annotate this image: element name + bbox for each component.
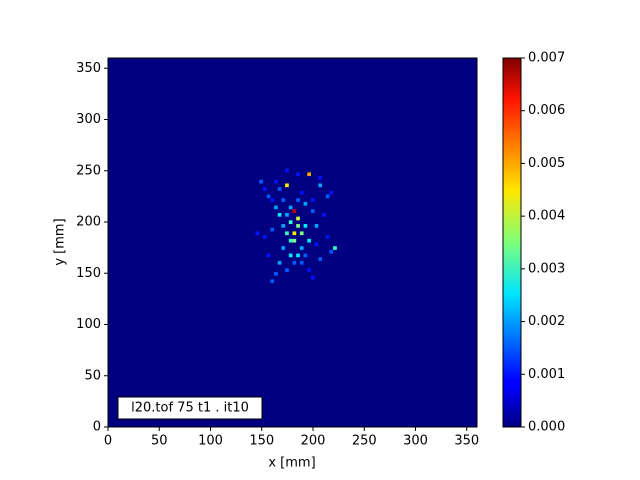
heatmap-cell: [318, 257, 323, 261]
heatmap-cell: [292, 238, 297, 243]
x-tick-label: 200: [301, 434, 326, 449]
heatmap-cell: [310, 209, 315, 213]
x-tick-label: 50: [151, 434, 168, 449]
heatmap-cell: [318, 176, 323, 180]
heatmap-cell: [325, 194, 330, 199]
heatmap-cell: [274, 179, 278, 184]
x-tick-label: 150: [249, 434, 274, 449]
colorbar: [502, 57, 522, 428]
axes-frame: [107, 57, 478, 428]
heatmap-cell: [288, 205, 293, 210]
y-tick-label: 200: [76, 215, 101, 230]
heatmap-cell: [333, 246, 337, 250]
heatmap-cell: [277, 212, 282, 217]
heatmap-cell: [292, 231, 297, 236]
heatmap-cell: [296, 216, 300, 221]
colorbar-tick-label: 0.007: [528, 51, 565, 66]
heatmap-cell: [310, 275, 315, 280]
x-tick-label: 100: [198, 434, 223, 449]
heatmap-cell: [314, 242, 319, 247]
heatmap-cell: [281, 198, 286, 202]
y-axis-label: y [mm]: [53, 218, 68, 265]
colorbar-tick-label: 0.004: [528, 209, 565, 224]
heatmap-cell: [270, 279, 275, 284]
heatmap-cell: [274, 272, 278, 276]
y-tick-label: 300: [76, 112, 101, 127]
colorbar-tick-label: 0.003: [528, 261, 565, 276]
heatmap-cell: [318, 183, 323, 188]
colorbar-tick-label: 0.006: [528, 103, 565, 118]
x-tick-label: 300: [403, 434, 428, 449]
heatmap-cell: [296, 198, 300, 202]
colorbar-tick-label: 0.005: [528, 156, 565, 171]
heatmap-cell: [325, 235, 330, 239]
heatmap-cell: [288, 238, 293, 243]
heatmap-cell: [296, 172, 300, 177]
heatmap-cell: [288, 253, 293, 258]
heatmap-cell: [262, 187, 267, 191]
heatmap-cell: [314, 224, 319, 228]
heatmap-cell: [307, 268, 311, 273]
heatmap-cell: [292, 260, 297, 265]
annotation: l20.tof 75 t1 . it10: [131, 401, 249, 416]
heatmap-cell: [307, 172, 311, 177]
heatmap-cell: [307, 238, 311, 243]
x-axis-label: x [mm]: [268, 456, 315, 471]
x-tick-label: 250: [352, 434, 377, 449]
heatmap-cell: [255, 231, 260, 236]
y-tick-label: 50: [84, 368, 101, 383]
heatmap-cell: [277, 187, 282, 191]
heatmap-cell: [329, 249, 334, 254]
annotation-box: [117, 396, 263, 420]
x-tick-label: 350: [454, 434, 479, 449]
heatmap-cell: [285, 268, 289, 273]
heatmap-cell: [292, 209, 297, 213]
heatmap-cell: [266, 194, 271, 199]
heatmap-cell: [303, 201, 308, 206]
heatmap-cell: [299, 231, 304, 236]
heatmap-cell: [285, 168, 289, 173]
heatmap-cell: [288, 220, 293, 225]
y-tick-label: 100: [76, 317, 101, 332]
y-tick-label: 250: [76, 163, 101, 178]
heatmap-cell: [281, 224, 286, 228]
heatmap-cell: [277, 260, 282, 265]
y-tick-label: 350: [76, 61, 101, 76]
heatmap-cell: [299, 246, 304, 250]
heatmap-cell: [296, 224, 300, 228]
heatmap-cell: [266, 253, 271, 258]
plot-area: [108, 58, 477, 427]
heatmap-cell: [296, 253, 300, 258]
heatmap-cell: [270, 227, 275, 232]
heatmap-cell: [281, 246, 286, 250]
colorbar-tick-label: 0.001: [528, 367, 565, 382]
y-tick-label: 0: [93, 420, 101, 435]
heatmap-cell: [299, 190, 304, 195]
heatmap-cell: [285, 231, 289, 236]
x-tick-label: 0: [104, 434, 112, 449]
colorbar-tick-label: 0.000: [528, 420, 565, 435]
heatmap-cell: [303, 224, 308, 228]
heatmap-cell: [262, 235, 267, 239]
heatmap-cell: [270, 198, 275, 202]
heatmap-cell: [285, 183, 289, 188]
heatmap-cell: [259, 179, 263, 184]
heatmap-cell: [285, 212, 289, 217]
heatmap-cell: [303, 253, 308, 258]
heatmap-cell: [274, 205, 278, 210]
heatmap-cell: [322, 212, 326, 217]
heatmap-cell: [329, 190, 334, 195]
colorbar-tick-label: 0.002: [528, 314, 565, 329]
heatmap-cell: [310, 198, 315, 202]
y-tick-label: 150: [76, 266, 101, 281]
heatmap-cell: [299, 260, 304, 265]
